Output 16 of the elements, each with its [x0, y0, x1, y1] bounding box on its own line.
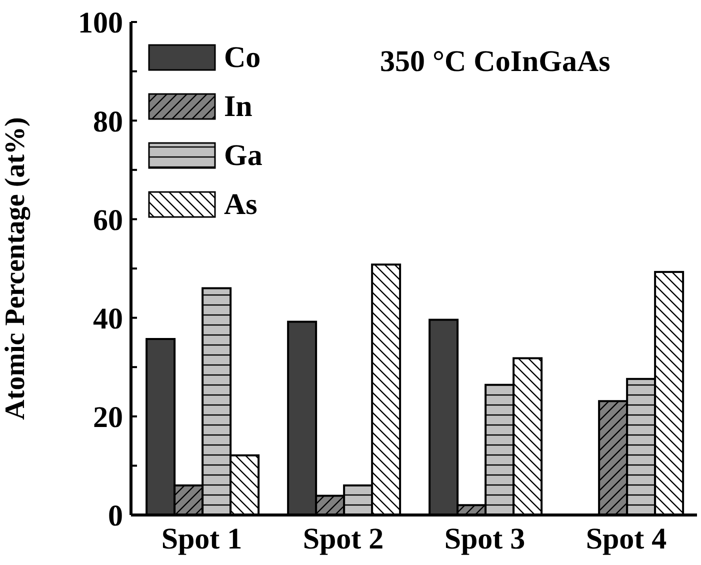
- y-tick-label: 40: [93, 302, 123, 336]
- x-tick-label: Spot 4: [586, 522, 667, 556]
- text: 350 °C CoInGaAs: [380, 45, 610, 79]
- x-tick-label: Spot 3: [444, 522, 526, 556]
- y-tick-label: 20: [93, 401, 123, 434]
- legend-label: Co: [224, 40, 261, 74]
- legend-label: In: [224, 90, 252, 124]
- y-tick-label: 80: [93, 105, 123, 138]
- y-tick-label: 60: [93, 204, 123, 237]
- x-tick-label: Spot 2: [302, 522, 384, 556]
- legend-label: As: [224, 188, 258, 222]
- y-tick-label: 0: [108, 500, 123, 533]
- x-tick-label: Spot 1: [161, 522, 242, 556]
- y-tick-label: 100: [78, 6, 123, 40]
- legend-label: Ga: [224, 138, 262, 172]
- y-axis-title: Atomic Percentage (at%): [0, 117, 31, 420]
